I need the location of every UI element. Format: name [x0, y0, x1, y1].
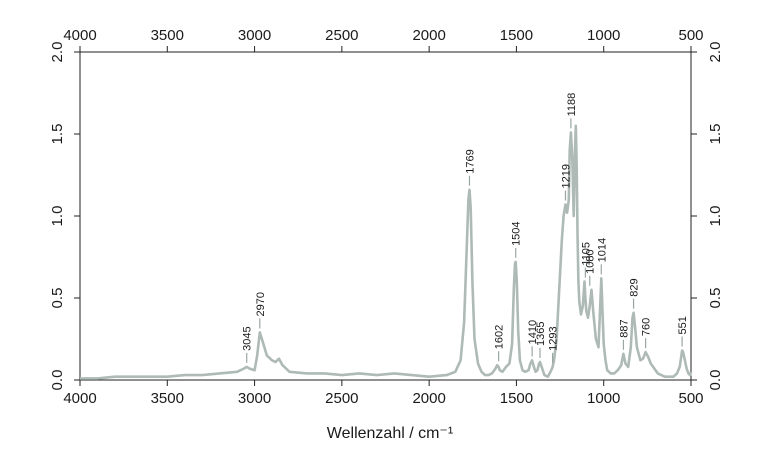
x-axis-label: Wellenzahl / cm⁻¹ — [327, 425, 453, 442]
x-tick-label-top: 2000 — [412, 27, 445, 44]
y-tick-label-right: 0.5 — [707, 288, 724, 309]
x-tick-label-bottom: 1500 — [500, 390, 533, 407]
peak-label: 2970 — [255, 292, 267, 316]
peak-label: 1769 — [464, 149, 476, 173]
peak-label: 1105 — [580, 242, 592, 266]
x-tick-label-top: 3500 — [151, 27, 184, 44]
x-tick-label-bottom: 2500 — [325, 390, 358, 407]
y-tick-label-right: 2.0 — [707, 42, 724, 63]
peak-label: 551 — [677, 316, 689, 334]
peak-label: 1365 — [535, 321, 547, 345]
x-tick-label-bottom: 500 — [678, 390, 703, 407]
peak-label: 1410 — [527, 320, 539, 344]
peak-label: 3045 — [242, 326, 254, 350]
x-tick-label-bottom: 1000 — [587, 390, 620, 407]
peak-label: 1188 — [566, 93, 578, 117]
spectrum-line — [80, 124, 693, 380]
y-tick-label-left: 2.0 — [49, 42, 66, 63]
y-tick-label-left: 0.5 — [49, 288, 66, 309]
x-tick-label-top: 1500 — [500, 27, 533, 44]
y-tick-label-left: 1.0 — [49, 206, 66, 227]
y-tick-label-right: 1.0 — [707, 206, 724, 227]
peak-label: 760 — [641, 318, 653, 336]
x-tick-label-bottom: 4000 — [63, 390, 96, 407]
x-tick-label-top: 500 — [678, 27, 703, 44]
peak-label: 1080 — [585, 249, 597, 273]
peak-label: 829 — [629, 278, 641, 296]
peak-label: 1293 — [548, 326, 560, 350]
y-tick-label-left: 1.5 — [49, 124, 66, 145]
x-tick-label-top: 4000 — [63, 27, 96, 44]
peak-label: 1504 — [511, 221, 523, 245]
y-tick-label-left: 0.0 — [49, 370, 66, 391]
peak-label: 1219 — [560, 164, 572, 188]
x-tick-label-top: 2500 — [325, 27, 358, 44]
peak-label: 1602 — [494, 325, 506, 349]
x-tick-label-bottom: 2000 — [412, 390, 445, 407]
x-tick-label-bottom: 3500 — [151, 390, 184, 407]
y-tick-label-right: 0.0 — [707, 370, 724, 391]
x-tick-label-top: 3000 — [238, 27, 271, 44]
peak-label: 887 — [618, 319, 630, 337]
axes: 4000 4000 3500 3500 3000 3000 2500 2500 2000 2000… — [49, 27, 724, 407]
y-tick-label-right: 1.5 — [707, 124, 724, 145]
x-tick-label-top: 1000 — [587, 27, 620, 44]
x-tick-label-bottom: 3000 — [238, 390, 271, 407]
peak-label: 1014 — [596, 238, 608, 262]
